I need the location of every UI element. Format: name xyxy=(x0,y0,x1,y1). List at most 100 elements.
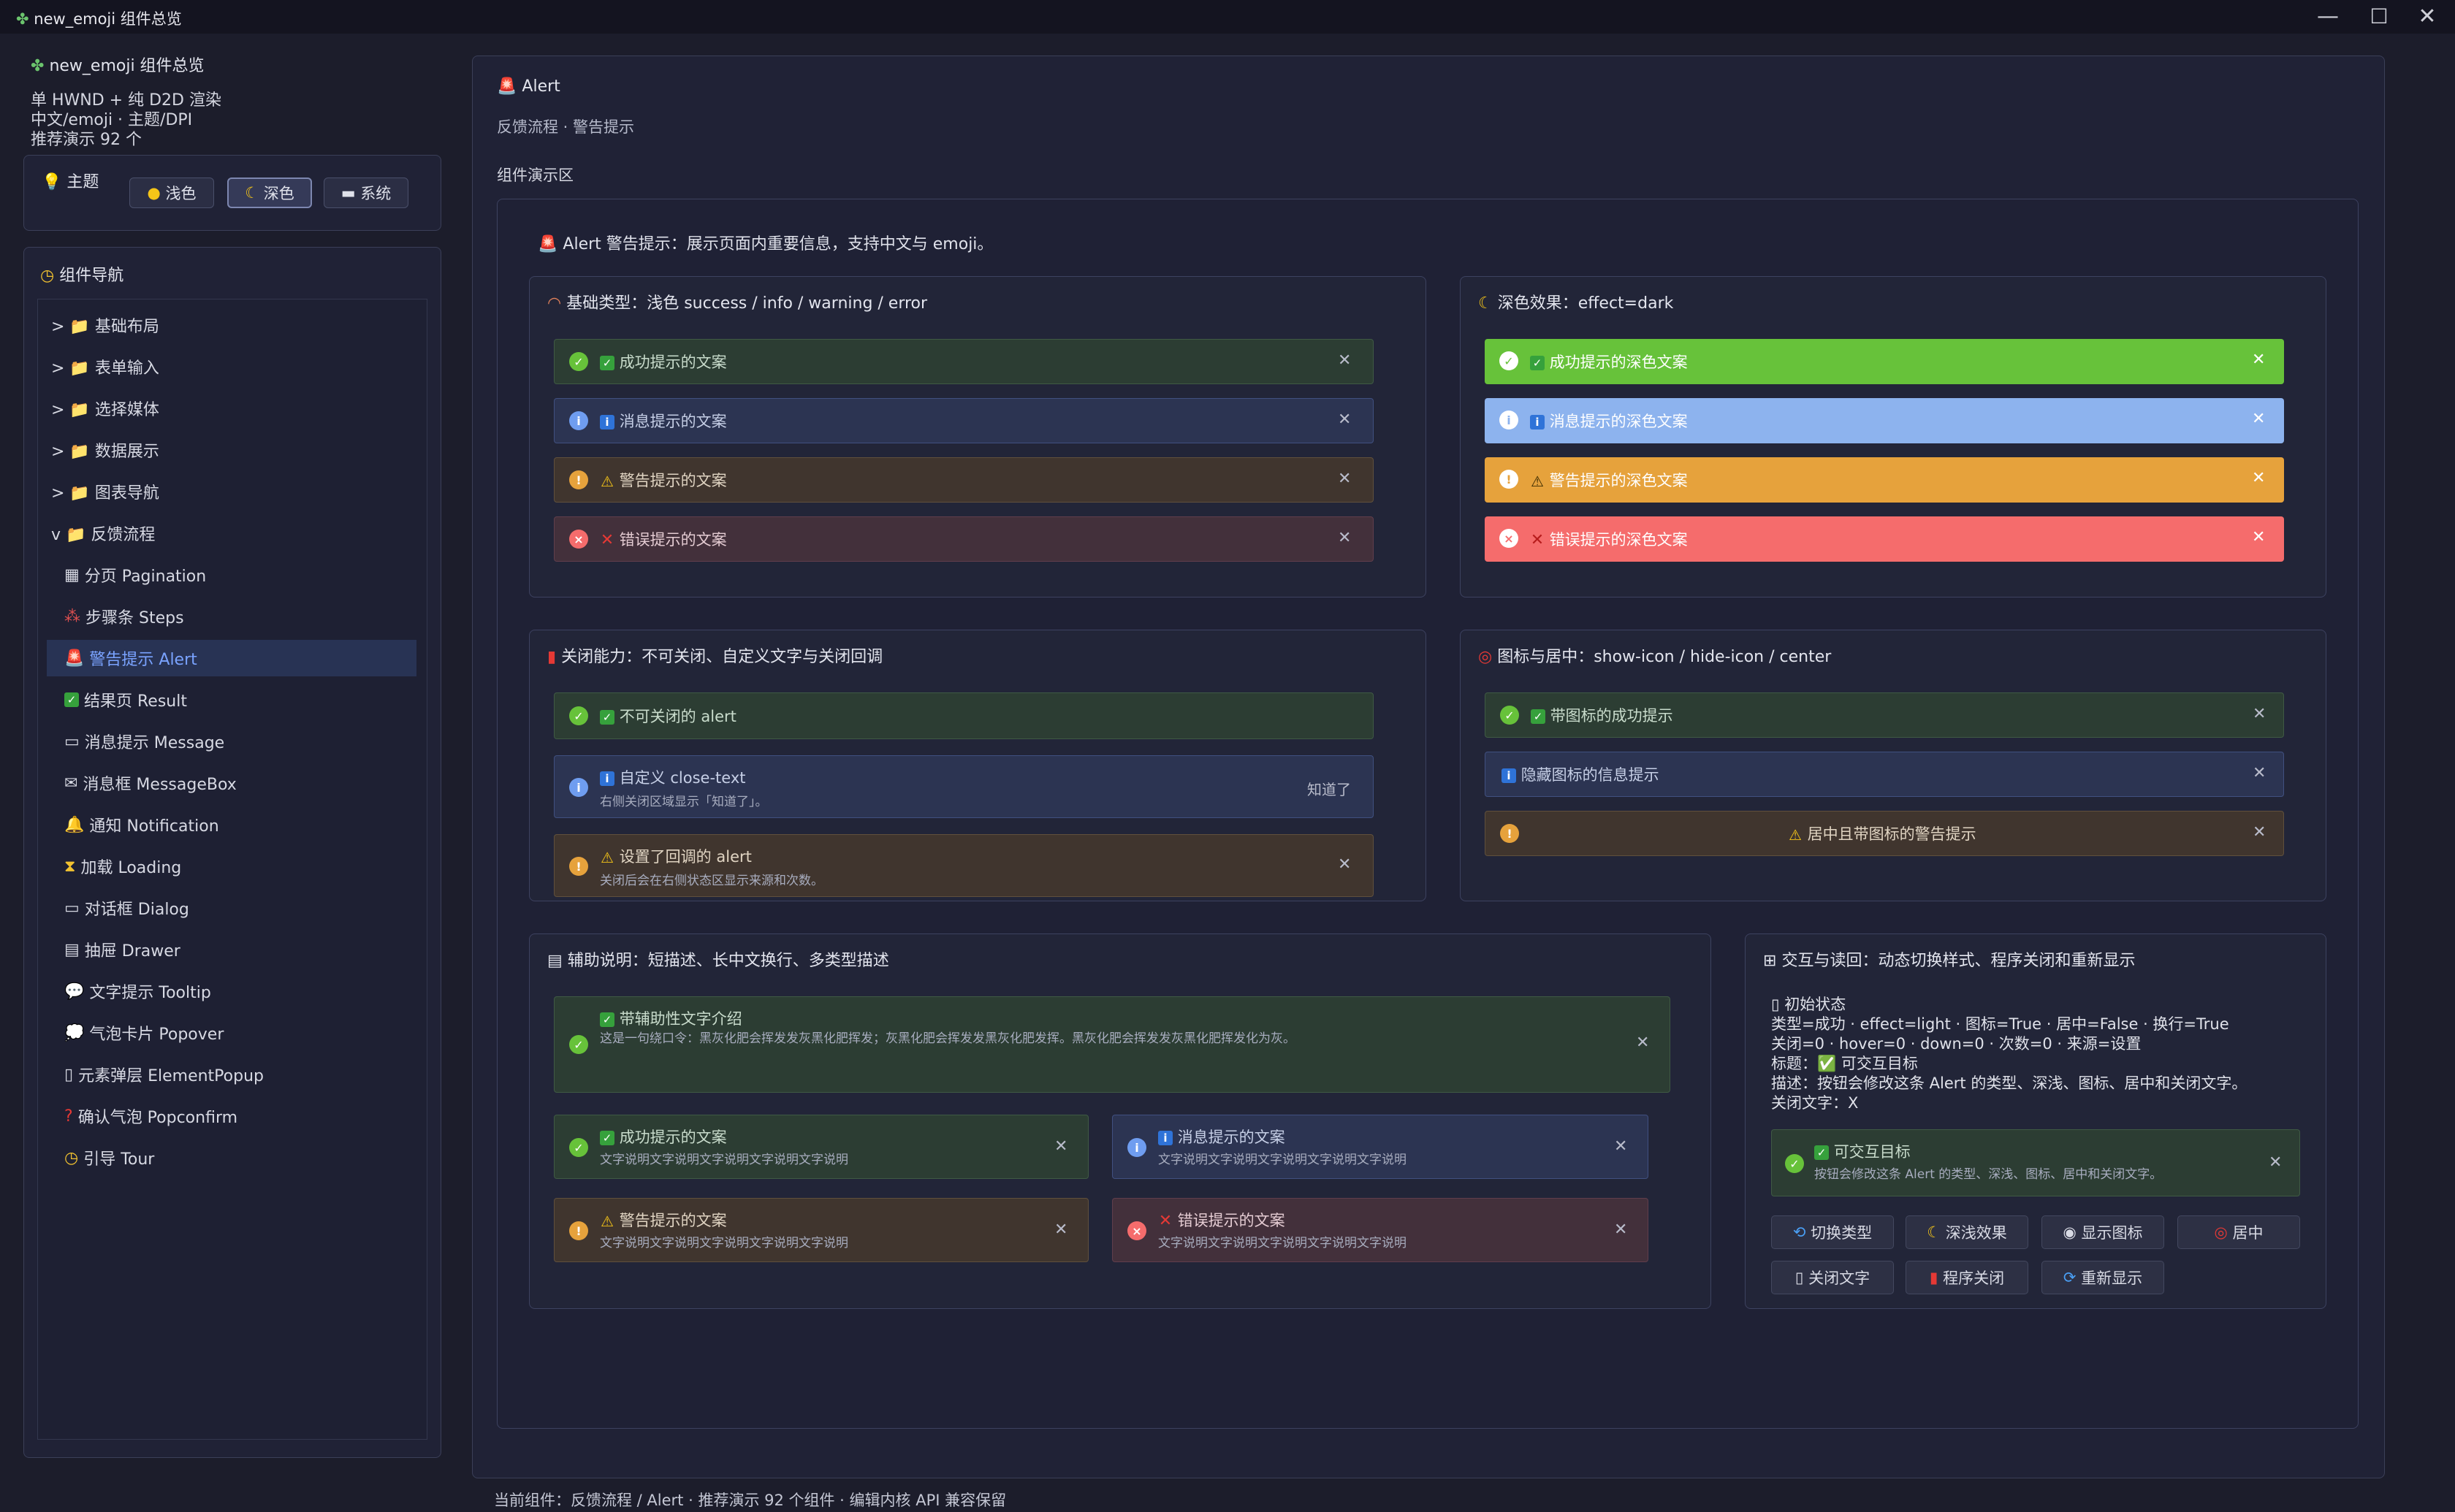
alert-description: 文字说明文字说明文字说明文字说明文字说明 xyxy=(1158,1153,1407,1167)
drawer-icon: ▤ xyxy=(64,940,80,959)
toggle-center-button[interactable]: ◎ 居中 xyxy=(2177,1215,2300,1249)
close-window-button[interactable]: ✕ xyxy=(2418,4,2437,29)
target-icon: ◎ xyxy=(1478,648,1493,666)
sprout-icon: ✤ xyxy=(16,10,29,28)
warning-sign-icon: ⚠ xyxy=(1789,826,1802,844)
nav-item-elementpopup[interactable]: ▯ 元素弹层 ElementPopup xyxy=(64,1065,264,1086)
nav-item-pagination[interactable]: ▦ 分页 Pagination xyxy=(64,565,207,587)
check-icon: ✓ xyxy=(600,1012,614,1027)
warning-icon: ! xyxy=(569,1221,588,1240)
nav-item-message[interactable]: ▭ 消息提示 Message xyxy=(64,732,225,753)
nav-group-feedback[interactable]: v 📁 反馈流程 xyxy=(51,526,156,544)
information-icon: i xyxy=(1158,1131,1173,1145)
window-title: ✤ new_emoji 组件总览 xyxy=(16,10,182,28)
sun-icon: ● xyxy=(147,184,161,202)
demo-area-label: 组件演示区 xyxy=(497,167,574,184)
nav-item-alert[interactable]: 🚨 警告提示 Alert xyxy=(47,640,416,676)
nav-item-steps[interactable]: ⁂ 步骤条 Steps xyxy=(64,607,184,628)
state-line: 描述：按钮会修改这条 Alert 的类型、深浅、图标、居中和关闭文字。 xyxy=(1771,1074,2247,1092)
document-icon: ▯ xyxy=(1794,1269,1804,1286)
theme-dark-button[interactable]: ☾ 深色 xyxy=(227,177,312,208)
close-icon[interactable]: ✕ xyxy=(1338,411,1352,429)
close-icon[interactable]: ✕ xyxy=(1338,470,1352,488)
fire-extinguisher-icon: ▮ xyxy=(1929,1269,1938,1286)
program-close-button[interactable]: ▮ 程序关闭 xyxy=(1906,1261,2028,1294)
siren-icon: 🚨 xyxy=(497,77,517,96)
close-icon[interactable]: ✕ xyxy=(2253,705,2266,723)
nav-group-data-display[interactable]: > 📁 数据展示 xyxy=(51,443,159,461)
question-icon: ? xyxy=(64,1107,73,1126)
error-icon: × xyxy=(1499,529,1518,548)
nav-group-form-input[interactable]: > 📁 表单输入 xyxy=(51,359,159,378)
hourglass-icon: ⧗ xyxy=(64,857,76,876)
close-icon[interactable]: ✕ xyxy=(2253,823,2266,841)
cross-mark-icon: ✕ xyxy=(1158,1212,1173,1230)
close-icon[interactable]: ✕ xyxy=(2252,528,2266,546)
information-icon: i xyxy=(600,771,614,786)
info-icon: i xyxy=(1127,1138,1146,1157)
nav-group-basic-layout[interactable]: > 📁 基础布局 xyxy=(51,318,159,336)
warning-icon: ! xyxy=(569,857,588,876)
information-icon: i xyxy=(1501,768,1516,783)
alert-description: 关闭后会在右侧状态区显示来源和次数。 xyxy=(600,874,823,888)
close-text-button[interactable]: 知道了 xyxy=(1307,781,1351,798)
compass-icon: ◷ xyxy=(40,267,55,285)
nav-item-drawer[interactable]: ▤ 抽屉 Drawer xyxy=(64,940,180,961)
bell-icon: 🔔 xyxy=(64,815,85,834)
nav-item-notification[interactable]: 🔔 通知 Notification xyxy=(64,815,219,836)
close-icon[interactable]: ✕ xyxy=(1338,529,1352,547)
toggle-type-button[interactable]: ⟲ 切换类型 xyxy=(1771,1215,1894,1249)
nav-item-messagebox[interactable]: ✉ 消息框 MessageBox xyxy=(64,774,237,795)
alert-not-closable: ✓ ✓ 不可关闭的 alert xyxy=(554,692,1374,739)
maximize-button[interactable]: ☐ xyxy=(2370,4,2389,28)
close-icon[interactable]: ✕ xyxy=(2252,410,2266,428)
error-icon: × xyxy=(1127,1221,1146,1240)
dialog-icon: ▭ xyxy=(64,898,80,917)
sprout-icon: ✤ xyxy=(31,57,45,75)
nav-item-loading[interactable]: ⧗ 加载 Loading xyxy=(64,857,182,878)
nav-group-select-media[interactable]: > 📁 选择媒体 xyxy=(51,401,159,419)
nav-item-popconfirm[interactable]: ? 确认气泡 Popconfirm xyxy=(64,1107,238,1128)
close-icon[interactable]: ✕ xyxy=(1614,1221,1628,1239)
nav-item-tooltip[interactable]: 💬 文字提示 Tooltip xyxy=(64,982,211,1003)
speech-bubble-icon: 💬 xyxy=(64,982,85,1001)
theme-label: 💡 主题 xyxy=(42,173,99,191)
memo-icon: ▤ xyxy=(547,952,563,970)
page-subtitle: 反馈流程 · 警告提示 xyxy=(497,118,635,136)
close-icon[interactable]: ✕ xyxy=(1054,1137,1068,1156)
toggle-effect-button[interactable]: ☾ 深浅效果 xyxy=(1906,1215,2028,1249)
toggle-icon-button[interactable]: ◉ 显示图标 xyxy=(2041,1215,2164,1249)
nav-item-popover[interactable]: 💭 气泡卡片 Popover xyxy=(64,1023,224,1045)
reshow-button[interactable]: ⟳ 重新显示 xyxy=(2041,1261,2164,1294)
close-icon[interactable]: ✕ xyxy=(1614,1137,1628,1156)
moon-icon: ☾ xyxy=(1478,294,1493,313)
alert-dark-success: ✓ ✓ 成功提示的深色文案 ✕ xyxy=(1485,339,2284,384)
close-icon[interactable]: ✕ xyxy=(2269,1153,2283,1172)
close-text-button[interactable]: ▯ 关闭文字 xyxy=(1771,1261,1894,1294)
info-icon: i xyxy=(569,778,588,797)
bulb-icon: 💡 xyxy=(42,173,62,191)
success-icon: ✓ xyxy=(1499,351,1518,370)
success-icon: ✓ xyxy=(569,352,588,371)
theme-system-button[interactable]: ▬ 系统 xyxy=(324,177,408,208)
alert-desc-error: × ✕ 错误提示的文案 文字说明文字说明文字说明文字说明文字说明 ✕ xyxy=(1112,1198,1648,1262)
nav-item-tour[interactable]: ◷ 引导 Tour xyxy=(64,1148,155,1169)
layer-icon: ▯ xyxy=(64,1065,74,1084)
nav-group-chart-nav[interactable]: > 📁 图表导航 xyxy=(51,484,159,503)
nav-item-dialog[interactable]: ▭ 对话框 Dialog xyxy=(64,898,189,920)
close-icon[interactable]: ✕ xyxy=(1338,351,1352,370)
close-icon[interactable]: ✕ xyxy=(2252,469,2266,487)
warning-sign-icon: ⚠ xyxy=(601,849,614,866)
close-icon[interactable]: ✕ xyxy=(2252,351,2266,369)
app-info: 单 HWND + 纯 D2D 渲染 中文/emoji · 主题/DPI 推荐演示… xyxy=(31,91,221,150)
close-icon[interactable]: ✕ xyxy=(1636,1034,1650,1052)
close-icon[interactable]: ✕ xyxy=(1054,1221,1068,1239)
close-icon[interactable]: ✕ xyxy=(2253,764,2266,782)
nav-item-result[interactable]: ✓ 结果页 Result xyxy=(64,681,187,718)
alert-info: i i 消息提示的文案 ✕ xyxy=(554,398,1374,443)
close-icon[interactable]: ✕ xyxy=(1338,855,1352,874)
alert-with-description: ✓ ✓ 带辅助性文字介绍 这是一句绕口令：黑灰化肥会挥发发灰黑化肥挥发；灰黑化肥… xyxy=(554,996,1670,1093)
theme-light-button[interactable]: ● 浅色 xyxy=(129,177,214,208)
nav-title: ◷ 组件导航 xyxy=(40,267,124,285)
minimize-button[interactable]: — xyxy=(2317,4,2339,29)
